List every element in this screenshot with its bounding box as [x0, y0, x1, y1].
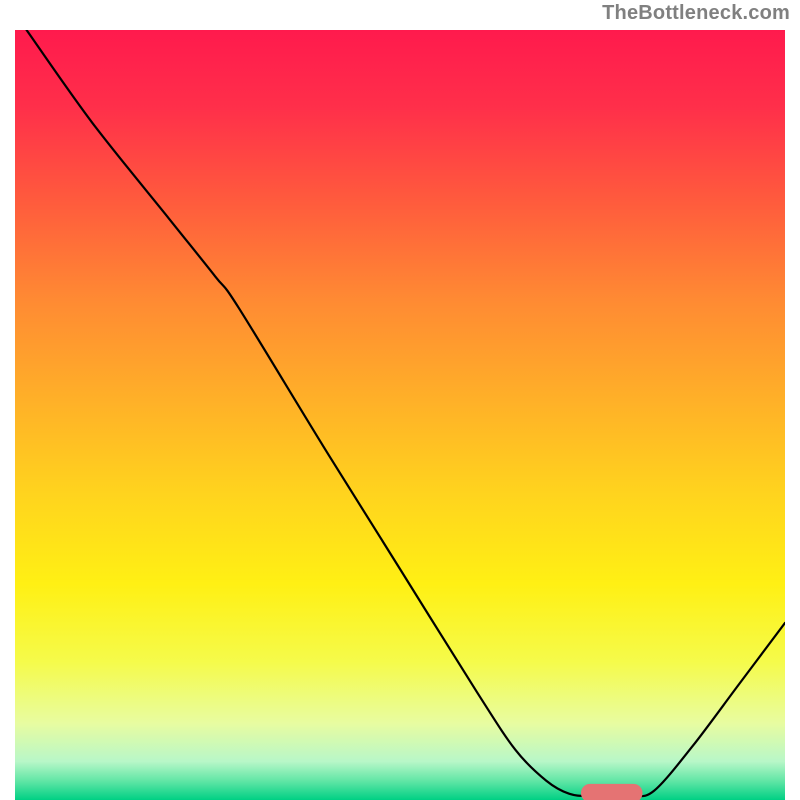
watermark-text: TheBottleneck.com	[602, 2, 790, 25]
chart-svg	[15, 30, 785, 800]
chart-area	[15, 30, 785, 800]
gradient-background	[15, 30, 785, 800]
optimal-marker	[581, 784, 643, 800]
